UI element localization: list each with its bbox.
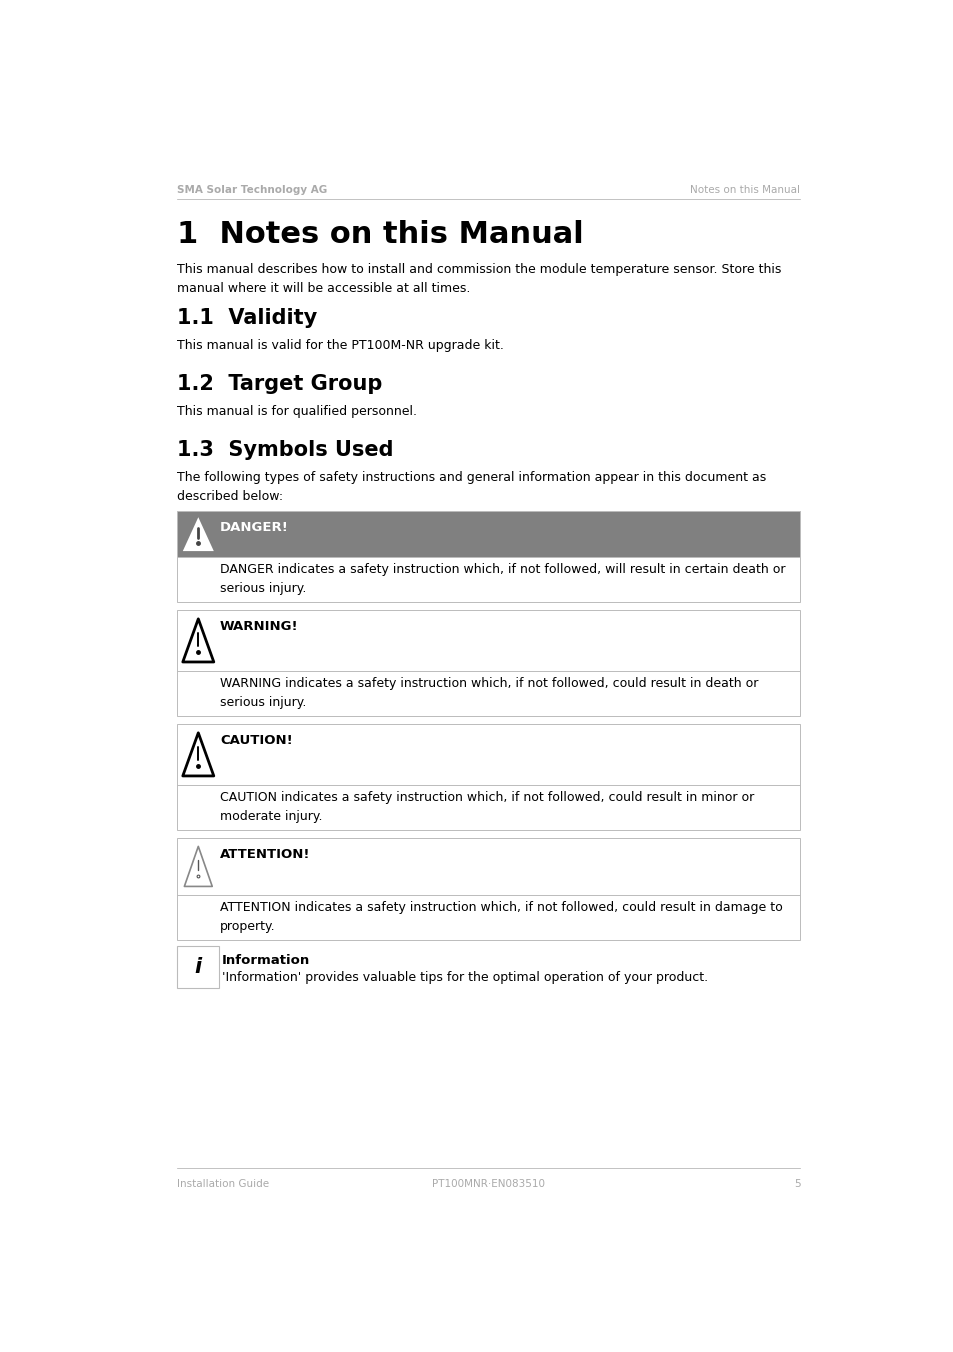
Text: WARNING indicates a safety instruction which, if not followed, could result in d: WARNING indicates a safety instruction w… — [220, 677, 758, 710]
Text: The following types of safety instructions and general information appear in thi: The following types of safety instructio… — [177, 470, 766, 503]
Text: This manual describes how to install and commission the module temperature senso: This manual describes how to install and… — [177, 264, 781, 295]
Text: PT100MNR·EN083510: PT100MNR·EN083510 — [432, 1179, 545, 1188]
Text: 1  Notes on this Manual: 1 Notes on this Manual — [177, 220, 583, 249]
Text: DANGER!: DANGER! — [220, 521, 289, 534]
Bar — [177, 610, 800, 715]
Text: ATTENTION!: ATTENTION! — [220, 848, 310, 860]
Text: 5: 5 — [793, 1179, 800, 1188]
Text: Installation Guide: Installation Guide — [177, 1179, 269, 1188]
Text: Information: Information — [221, 953, 310, 967]
Polygon shape — [183, 518, 213, 552]
Text: 1.3  Symbols Used: 1.3 Symbols Used — [177, 441, 394, 460]
Bar — [177, 557, 800, 602]
Bar — [177, 723, 800, 830]
Polygon shape — [183, 733, 213, 776]
Text: This manual is for qualified personnel.: This manual is for qualified personnel. — [177, 404, 417, 418]
Polygon shape — [184, 846, 212, 887]
Text: Notes on this Manual: Notes on this Manual — [690, 185, 800, 195]
Text: SMA Solar Technology AG: SMA Solar Technology AG — [177, 185, 327, 195]
Text: CAUTION indicates a safety instruction which, if not followed, could result in m: CAUTION indicates a safety instruction w… — [220, 791, 754, 823]
Text: ATTENTION indicates a safety instruction which, if not followed, could result in: ATTENTION indicates a safety instruction… — [220, 902, 781, 933]
Text: 1.2  Target Group: 1.2 Target Group — [177, 375, 382, 393]
Text: DANGER indicates a safety instruction which, if not followed, will result in cer: DANGER indicates a safety instruction wh… — [220, 564, 784, 595]
Bar — [177, 837, 800, 940]
Text: This manual is valid for the PT100M-NR upgrade kit.: This manual is valid for the PT100M-NR u… — [177, 338, 504, 352]
Text: 1.1  Validity: 1.1 Validity — [177, 308, 317, 327]
Text: i: i — [194, 957, 202, 977]
FancyBboxPatch shape — [177, 946, 219, 988]
Text: CAUTION!: CAUTION! — [220, 734, 293, 746]
Polygon shape — [183, 619, 213, 662]
Text: 'Information' provides valuable tips for the optimal operation of your product.: 'Information' provides valuable tips for… — [221, 971, 707, 984]
Bar — [177, 511, 800, 557]
Text: WARNING!: WARNING! — [220, 619, 298, 633]
